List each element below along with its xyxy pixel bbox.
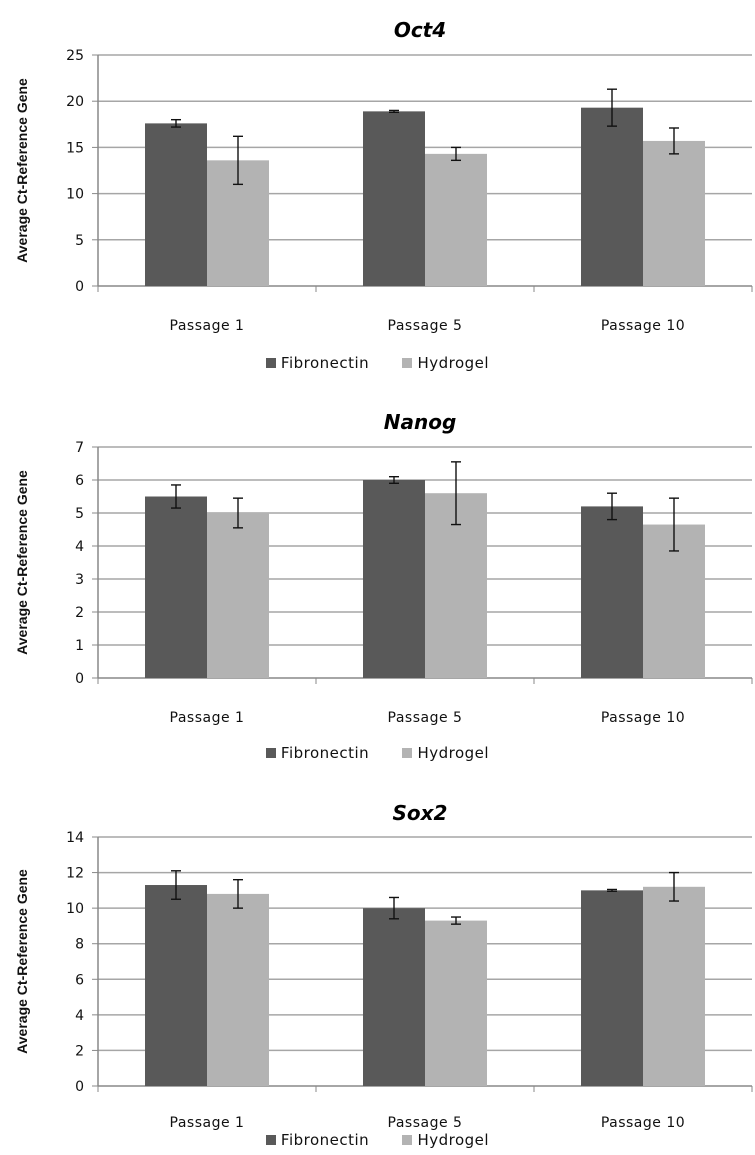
x-category-label: Passage 10	[601, 710, 685, 726]
y-tick-label: 8	[75, 937, 84, 953]
legend-item-hydrogel: Hydrogel	[402, 354, 489, 372]
sox2-legend: Fibronectin Hydrogel	[0, 1130, 755, 1149]
chart-title: Nanog	[384, 410, 457, 434]
bar-fibronectin	[145, 496, 207, 678]
legend-label-fibronectin: Fibronectin	[280, 353, 370, 372]
y-tick-label: 10	[66, 901, 84, 917]
oct4-chart-panel: Oct4 Average Ct-Reference Gene 0 5 10 15 20 25 P…	[0, 0, 755, 385]
nanog-legend: Fibronectin Hydrogel	[0, 743, 755, 762]
y-tick-label: 6	[75, 473, 84, 489]
legend-label-fibronectin: Fibronectin	[280, 1130, 370, 1149]
bar-fibronectin	[581, 107, 643, 286]
hydrogel-swatch	[402, 1135, 413, 1145]
bar-fibronectin	[363, 111, 425, 286]
bar-fibronectin	[145, 885, 207, 1086]
bar-fibronectin	[145, 123, 207, 286]
y-tick-label: 5	[75, 233, 84, 249]
bar-fibronectin	[581, 890, 643, 1086]
y-axis-label: Average Ct-Reference Gene	[14, 78, 30, 263]
y-tick-label: 25	[66, 48, 84, 64]
y-tick-label: 0	[75, 1079, 84, 1095]
legend-item-hydrogel: Hydrogel	[402, 744, 489, 762]
bar-hydrogel	[425, 153, 487, 286]
legend-item-fibronectin: Fibronectin	[265, 1130, 370, 1149]
y-tick-label: 10	[66, 187, 84, 203]
x-category-label: Passage 1	[170, 710, 245, 726]
nanog-chart-panel: Nanog Average Ct-Reference Gene 0 1 2 3 4 5 6 7 Pa…	[0, 385, 755, 770]
legend-item-fibronectin: Fibronectin	[265, 743, 370, 762]
bar-hydrogel	[643, 140, 705, 286]
x-category-label: Passage 10	[601, 318, 685, 334]
oct4-legend: Fibronectin Hydrogel	[0, 353, 755, 372]
y-tick-label: 7	[75, 440, 84, 456]
fibronectin-swatch	[265, 1135, 276, 1145]
legend-label-hydrogel: Hydrogel	[417, 1130, 490, 1149]
bar-fibronectin	[363, 908, 425, 1086]
y-tick-label: 15	[66, 140, 84, 156]
y-tick-label: 2	[75, 605, 84, 621]
bar-fibronectin	[363, 480, 425, 678]
y-tick-label: 6	[75, 972, 84, 988]
x-category-label: Passage 5	[388, 318, 463, 334]
bar-hydrogel	[643, 886, 705, 1086]
y-axis-label: Average Ct-Reference Gene	[14, 869, 30, 1054]
y-tick-label: 5	[75, 506, 84, 522]
y-tick-label: 14	[66, 830, 84, 846]
legend-item-hydrogel: Hydrogel	[402, 1131, 489, 1149]
chart-title: Oct4	[394, 18, 446, 42]
y-tick-label: 4	[75, 539, 84, 555]
y-tick-label: 0	[75, 671, 84, 687]
legend-label-hydrogel: Hydrogel	[417, 353, 490, 372]
nanog-chart: Nanog Average Ct-Reference Gene 0 1 2 3 4 5 6 7 Pa…	[14, 410, 753, 726]
x-category-label: Passage 1	[170, 318, 245, 334]
y-tick-label: 4	[75, 1008, 84, 1024]
x-category-label: Passage 5	[388, 710, 463, 726]
fibronectin-swatch	[265, 748, 276, 758]
legend-label-hydrogel: Hydrogel	[417, 743, 490, 762]
y-tick-label: 1	[75, 638, 84, 654]
bar-hydrogel	[425, 920, 487, 1086]
fibronectin-swatch	[265, 358, 276, 368]
y-tick-label: 3	[75, 572, 84, 588]
y-tick-label: 0	[75, 279, 84, 295]
bar-fibronectin	[581, 506, 643, 678]
y-axis-label: Average Ct-Reference Gene	[14, 470, 30, 655]
legend-label-fibronectin: Fibronectin	[280, 743, 370, 762]
y-tick-label: 12	[66, 866, 84, 882]
legend-item-fibronectin: Fibronectin	[265, 353, 370, 372]
hydrogel-swatch	[402, 358, 413, 368]
sox2-chart-panel: Sox2 Average Ct-Reference Gene 0 2 4 6 8 10 12 14…	[0, 770, 755, 1155]
y-tick-label: 2	[75, 1043, 84, 1059]
x-category-label: Passage 5	[388, 1115, 463, 1131]
bar-hydrogel	[207, 893, 269, 1086]
y-tick-label: 20	[66, 94, 84, 110]
x-category-label: Passage 10	[601, 1115, 685, 1131]
oct4-chart: Oct4 Average Ct-Reference Gene 0 5 10 15 20 25 P…	[14, 18, 753, 334]
chart-title: Sox2	[393, 801, 448, 825]
sox2-chart: Sox2 Average Ct-Reference Gene 0 2 4 6 8 10 12 14…	[14, 801, 753, 1131]
hydrogel-swatch	[402, 748, 413, 758]
x-category-label: Passage 1	[170, 1115, 245, 1131]
bar-hydrogel	[207, 513, 269, 678]
